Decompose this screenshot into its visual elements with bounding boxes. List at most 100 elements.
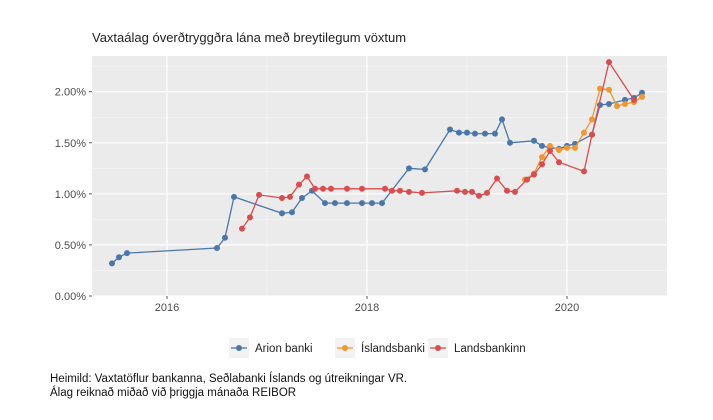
legend-label: Arion banki (255, 343, 313, 355)
chart-title: Vaxtaálag óverðtryggðra lána með breytil… (92, 30, 406, 45)
legend-label: Landsbankinn (454, 343, 526, 355)
data-point (639, 93, 645, 100)
grid-minor (92, 56, 667, 296)
data-point (344, 200, 350, 207)
x-tick-label: 2018 (355, 302, 379, 314)
data-point (539, 161, 545, 168)
data-point (344, 185, 350, 192)
data-point (454, 187, 460, 194)
legend-item: Íslandsbanki (335, 338, 425, 358)
data-point (289, 209, 295, 216)
data-point (214, 245, 220, 251)
data-point (328, 185, 334, 192)
data-point (406, 165, 412, 172)
data-point (422, 166, 428, 173)
data-point (539, 142, 545, 149)
caption-note: Álag reiknað miðað við þriggja mánaða RE… (50, 386, 296, 399)
data-point (606, 59, 612, 66)
y-tick-label: 0.50% (55, 240, 86, 252)
data-point (539, 154, 545, 161)
series-line (241, 60, 635, 229)
data-point (512, 188, 518, 195)
data-point (447, 126, 453, 133)
data-point (279, 194, 285, 201)
data-point (322, 200, 328, 207)
y-tick-label: 1.00% (55, 189, 86, 201)
data-point (304, 173, 310, 180)
data-point (507, 139, 513, 146)
x-tick-label: 2016 (155, 302, 179, 314)
y-tick-label: 2.00% (55, 87, 86, 99)
data-point (379, 200, 385, 207)
data-point (359, 200, 365, 207)
data-point (494, 175, 500, 182)
data-point (606, 86, 612, 93)
y-tick-label: 0.00% (55, 291, 86, 303)
series-layer (109, 59, 645, 267)
data-point (589, 116, 595, 123)
data-point (369, 200, 375, 207)
y-tick-label: 1.50% (55, 138, 86, 150)
data-point (462, 188, 468, 195)
data-point (581, 129, 587, 136)
data-point (564, 144, 570, 151)
x-tick-label: 2020 (555, 302, 579, 314)
data-point (464, 129, 470, 136)
series-0 (109, 89, 645, 267)
data-point (397, 187, 403, 194)
data-point (504, 187, 510, 194)
data-point (312, 185, 318, 192)
data-point (589, 131, 595, 138)
legend-item: Arion banki (229, 338, 313, 358)
data-point (419, 189, 425, 196)
data-point (332, 200, 338, 207)
data-point (492, 130, 498, 137)
data-point (247, 214, 253, 221)
data-point (359, 185, 365, 192)
data-point (547, 142, 553, 149)
caption-source: Heimild: Vaxtatöflur bankanna, Seðlabank… (50, 372, 407, 385)
data-point (531, 137, 537, 144)
data-point (524, 176, 530, 183)
data-point (222, 234, 228, 241)
data-point (109, 260, 115, 267)
data-point (299, 194, 305, 201)
plot-panel (92, 56, 667, 296)
data-point (469, 188, 475, 195)
data-point (239, 225, 245, 232)
legend-label: Íslandsbanki (361, 342, 425, 355)
data-point (320, 185, 326, 192)
data-point (389, 187, 395, 194)
data-point (556, 159, 562, 166)
data-point (614, 103, 620, 110)
data-point (279, 210, 285, 217)
data-point (287, 193, 293, 200)
data-point (622, 101, 628, 107)
data-point (456, 129, 462, 136)
data-point (231, 193, 237, 200)
legend-marker (236, 345, 242, 351)
data-point (606, 101, 612, 107)
data-point (482, 130, 488, 137)
y-axis: 0.00% 0.50% 1.00% 1.50% 2.00% (55, 87, 92, 303)
data-point (572, 144, 578, 151)
data-point (581, 168, 587, 175)
legend-item: Landsbankinn (428, 338, 526, 358)
data-point (556, 146, 562, 153)
data-point (547, 147, 553, 154)
data-point (116, 254, 122, 261)
grid-major (92, 56, 667, 297)
data-point (484, 189, 490, 196)
data-point (124, 250, 130, 257)
data-point (256, 191, 262, 198)
data-point (406, 188, 412, 195)
series-2 (239, 59, 637, 232)
data-point (499, 116, 505, 123)
data-point (597, 85, 603, 92)
x-axis: 2016 2018 2020 (155, 296, 579, 314)
data-point (382, 185, 388, 192)
legend-marker (435, 345, 441, 351)
data-point (472, 130, 478, 137)
